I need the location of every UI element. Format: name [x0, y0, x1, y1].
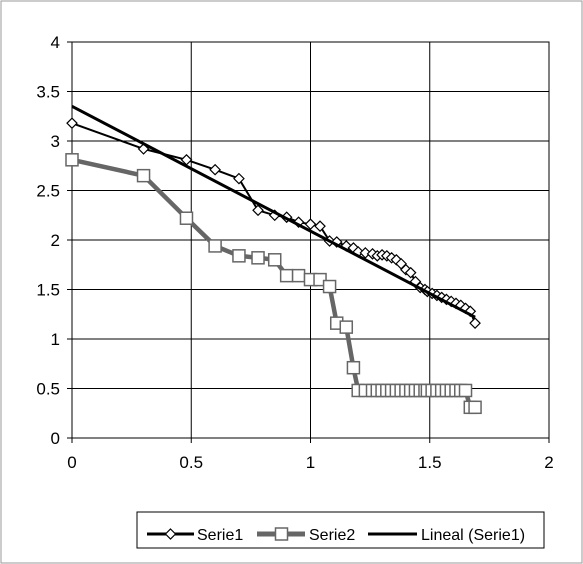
- data-point: [404, 266, 417, 279]
- data-point: [232, 249, 246, 263]
- data-point: [339, 320, 354, 334]
- legend-entry-trendline: Lineal (Serie1): [368, 527, 525, 544]
- y-tick-label: 1.5: [36, 281, 60, 300]
- y-tick-label: 3: [51, 132, 60, 151]
- legend-marker-serie1: [164, 528, 177, 540]
- data-point: [65, 153, 79, 167]
- data-point: [233, 172, 245, 185]
- series-serie2: [65, 153, 482, 415]
- x-axis: 0 0.5 1 1.5 2: [67, 438, 554, 472]
- data-point: [66, 117, 78, 130]
- y-tick-label: 2.5: [36, 182, 60, 201]
- data-point: [252, 204, 264, 217]
- data-point: [279, 268, 294, 283]
- series-layer: [65, 104, 482, 415]
- y-tick-label: 4: [51, 33, 60, 52]
- series-line-lineal-serie1: [71, 104, 476, 319]
- data-point: [267, 253, 282, 267]
- legend-label-serie2: Serie2: [309, 527, 355, 544]
- y-axis: 0 0.5 1 1.5 2 2.5 3 3.5 4: [36, 33, 72, 448]
- data-point: [304, 218, 317, 231]
- y-tick-label: 3.5: [36, 83, 60, 102]
- legend-entry-serie2: Serie2: [257, 527, 355, 544]
- data-point: [468, 400, 482, 415]
- y-tick-label: 2: [51, 231, 60, 250]
- y-tick-label: 0: [51, 429, 60, 448]
- data-point: [209, 163, 221, 176]
- y-tick-label: 0.5: [36, 380, 60, 399]
- data-point: [359, 247, 372, 259]
- data-point: [179, 211, 194, 225]
- data-point: [322, 279, 337, 294]
- data-point: [469, 317, 481, 330]
- legend-marker-serie2: [274, 527, 289, 541]
- data-point: [346, 360, 361, 375]
- x-tick-label: 0: [67, 453, 76, 472]
- y-tick-label: 1: [51, 330, 60, 349]
- data-point: [314, 220, 326, 232]
- x-tick-label: 0.5: [179, 453, 203, 472]
- x-tick-label: 1.5: [418, 453, 442, 472]
- legend-box: [136, 511, 545, 549]
- data-point: [458, 383, 473, 398]
- legend: Serie1 Serie2 Lineal (Serie1): [136, 511, 545, 549]
- data-point: [136, 168, 151, 183]
- x-tick-label: 1: [306, 453, 315, 472]
- data-point: [291, 268, 306, 283]
- legend-label-trendline: Lineal (Serie1): [421, 527, 525, 544]
- legend-entry-serie1: Serie1: [147, 527, 243, 544]
- legend-label-serie1: Serie1: [197, 527, 243, 544]
- x-tick-label: 2: [544, 453, 553, 472]
- data-point: [251, 251, 265, 265]
- series-lineal-serie1: [71, 104, 476, 319]
- data-point: [208, 239, 222, 253]
